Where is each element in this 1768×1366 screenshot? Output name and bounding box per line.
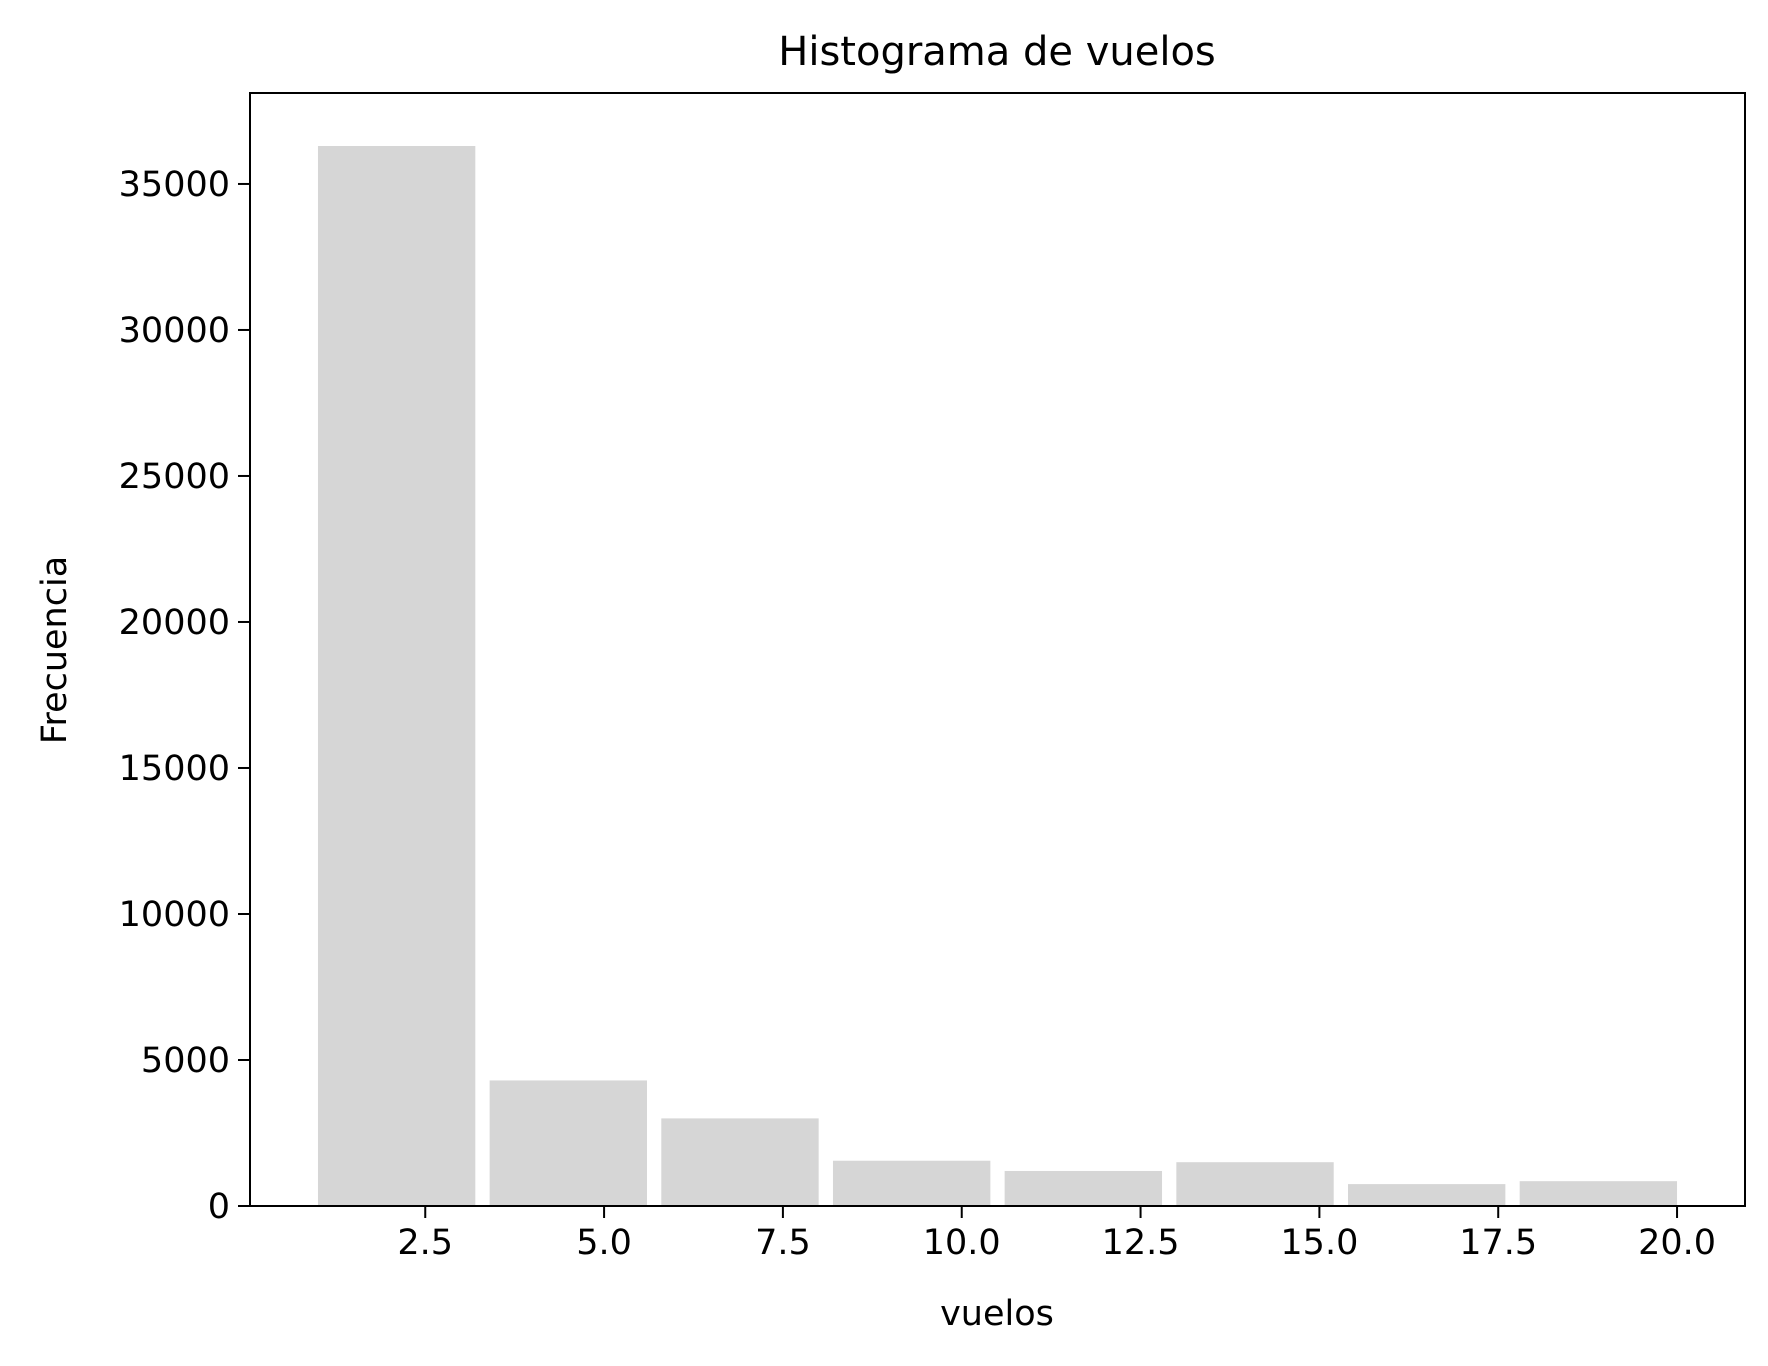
histogram-bar [1176,1162,1334,1206]
y-tick-label: 5000 [141,1041,230,1081]
histogram-bar [832,1160,991,1206]
histogram-bar [661,1118,819,1206]
x-tick-label: 20.0 [1638,1223,1716,1263]
histogram-bar [1004,1170,1163,1206]
histogram-bar [489,1080,647,1206]
x-tick-label: 5.0 [576,1223,632,1263]
y-tick-label: 25000 [119,457,230,497]
y-tick-label: 35000 [119,165,230,205]
bars-layer [317,146,1678,1206]
y-axis-ticks: 0 5000 10000 15000 20000 25000 30000 35000 [119,165,250,1227]
chart-title: Histograma de vuelos [778,29,1216,75]
histogram-bar [1519,1181,1678,1206]
x-tick-label: 10.0 [923,1223,1001,1263]
x-tick-label: 17.5 [1459,1223,1537,1263]
y-axis-label: Frecuencia [35,556,75,744]
y-tick-label: 15000 [119,749,230,789]
x-axis-label: vuelos [940,1294,1054,1334]
x-tick-label: 2.5 [397,1223,453,1263]
y-tick-label: 20000 [119,603,230,643]
x-tick-label: 15.0 [1280,1223,1358,1263]
x-tick-label: 7.5 [755,1223,811,1263]
y-tick-label: 10000 [119,895,230,935]
x-tick-label: 12.5 [1102,1223,1180,1263]
histogram-bar [1348,1184,1506,1206]
histogram-bar [317,146,476,1206]
plot-area-frame [249,92,1746,1207]
y-tick-label: 0 [208,1187,230,1227]
y-tick-label: 30000 [119,311,230,351]
x-axis-ticks: 2.5 5.0 7.5 10.0 12.5 15.0 17.5 20.0 [397,1206,1716,1263]
